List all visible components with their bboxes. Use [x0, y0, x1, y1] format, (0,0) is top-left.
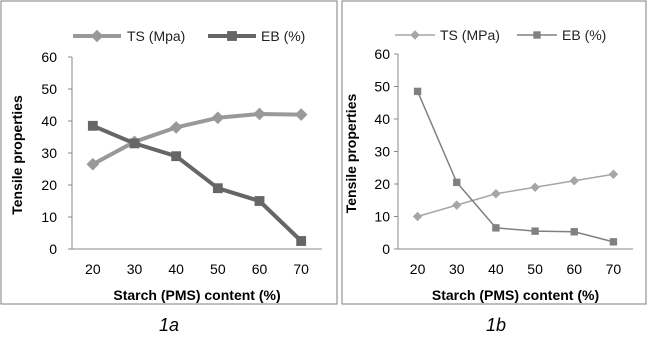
- data-point: [491, 189, 501, 199]
- data-point: [212, 183, 223, 194]
- y-tick-label: 60: [41, 49, 57, 65]
- legend-marker: [410, 30, 420, 40]
- x-axis-title: Starch (PMS) content (%): [113, 287, 280, 303]
- y-tick-label: 10: [374, 209, 390, 225]
- series-line: [416, 91, 614, 243]
- y-tick-label: 0: [49, 241, 57, 257]
- x-tick-label: 50: [210, 261, 226, 277]
- y-tick-label: 50: [374, 79, 390, 95]
- data-point: [86, 157, 100, 171]
- y-tick-label: 40: [41, 113, 57, 129]
- data-point: [254, 196, 265, 206]
- y-tick-label: 10: [41, 209, 57, 225]
- y-tick-label: 30: [41, 145, 57, 161]
- data-point: [452, 200, 462, 210]
- legend-marker: [533, 31, 541, 39]
- data-point: [412, 211, 423, 222]
- x-axis-title: Starch (PMS) content (%): [432, 287, 599, 303]
- legend-label: EB (%): [261, 28, 305, 44]
- legend-label: TS (Mpa): [127, 28, 185, 44]
- data-point: [531, 227, 539, 235]
- series-line: [91, 111, 302, 166]
- legend-item: TS (Mpa): [73, 28, 185, 44]
- y-axis-title: Tensile properties: [343, 94, 359, 214]
- y-tick-label: 20: [41, 177, 57, 193]
- data-point: [570, 228, 578, 236]
- x-tick-label: 60: [252, 261, 268, 277]
- y-tick-label: 50: [41, 81, 57, 97]
- legend-item: TS (MPa): [395, 27, 500, 43]
- series-line: [417, 173, 614, 218]
- x-tick-label: 60: [566, 261, 582, 277]
- series-line: [92, 123, 303, 243]
- legend-label: TS (MPa): [440, 27, 500, 43]
- legend-item: EB (%): [208, 28, 305, 44]
- legend-label: EB (%): [562, 27, 606, 43]
- data-point: [129, 138, 140, 149]
- data-point: [453, 178, 461, 187]
- data-point: [530, 182, 540, 192]
- y-tick-label: 20: [374, 176, 390, 192]
- data-point: [492, 224, 500, 232]
- series-eb: [87, 120, 307, 246]
- x-tick-label: 70: [293, 261, 309, 277]
- x-tick-label: 20: [85, 261, 101, 277]
- data-point: [569, 176, 579, 186]
- data-point: [87, 120, 98, 131]
- x-tick-label: 70: [606, 261, 622, 277]
- x-tick-label: 40: [488, 261, 504, 277]
- y-tick-label: 40: [374, 111, 390, 127]
- x-tick-label: 50: [527, 261, 543, 277]
- panel-caption: 1b: [486, 315, 506, 335]
- chart-panel-1a: 0 10 20 30 40 50 60 20 30 40 50 60 70 Starch (PMS) co…: [0, 0, 338, 335]
- panel-caption: 1a: [159, 315, 179, 335]
- data-point: [253, 107, 266, 121]
- y-tick-label: 0: [382, 241, 390, 257]
- y-axis-title: Tensile properties: [9, 95, 25, 215]
- legend-marker: [90, 29, 104, 43]
- x-tick-label: 30: [127, 261, 143, 277]
- series-ts: [412, 169, 619, 222]
- data-point: [294, 108, 308, 121]
- data-point: [169, 121, 183, 134]
- series-eb: [413, 87, 618, 246]
- data-point: [413, 87, 422, 96]
- y-tick-label: 30: [374, 144, 390, 160]
- chart-panel-1b: 0 10 20 30 40 50 60 20 30 40 50 60 70 Starch (PMS) co…: [341, 0, 647, 335]
- data-point: [608, 169, 619, 179]
- data-point: [609, 238, 618, 246]
- y-tick-label: 60: [374, 46, 390, 62]
- data-point: [171, 151, 182, 162]
- x-tick-label: 30: [449, 261, 465, 277]
- legend-marker: [227, 31, 237, 41]
- panel-frame: [341, 0, 647, 305]
- x-tick-label: 40: [168, 261, 184, 277]
- data-point: [211, 111, 225, 125]
- data-point: [296, 236, 307, 246]
- x-tick-label: 20: [410, 261, 426, 277]
- legend-item: EB (%): [517, 27, 606, 43]
